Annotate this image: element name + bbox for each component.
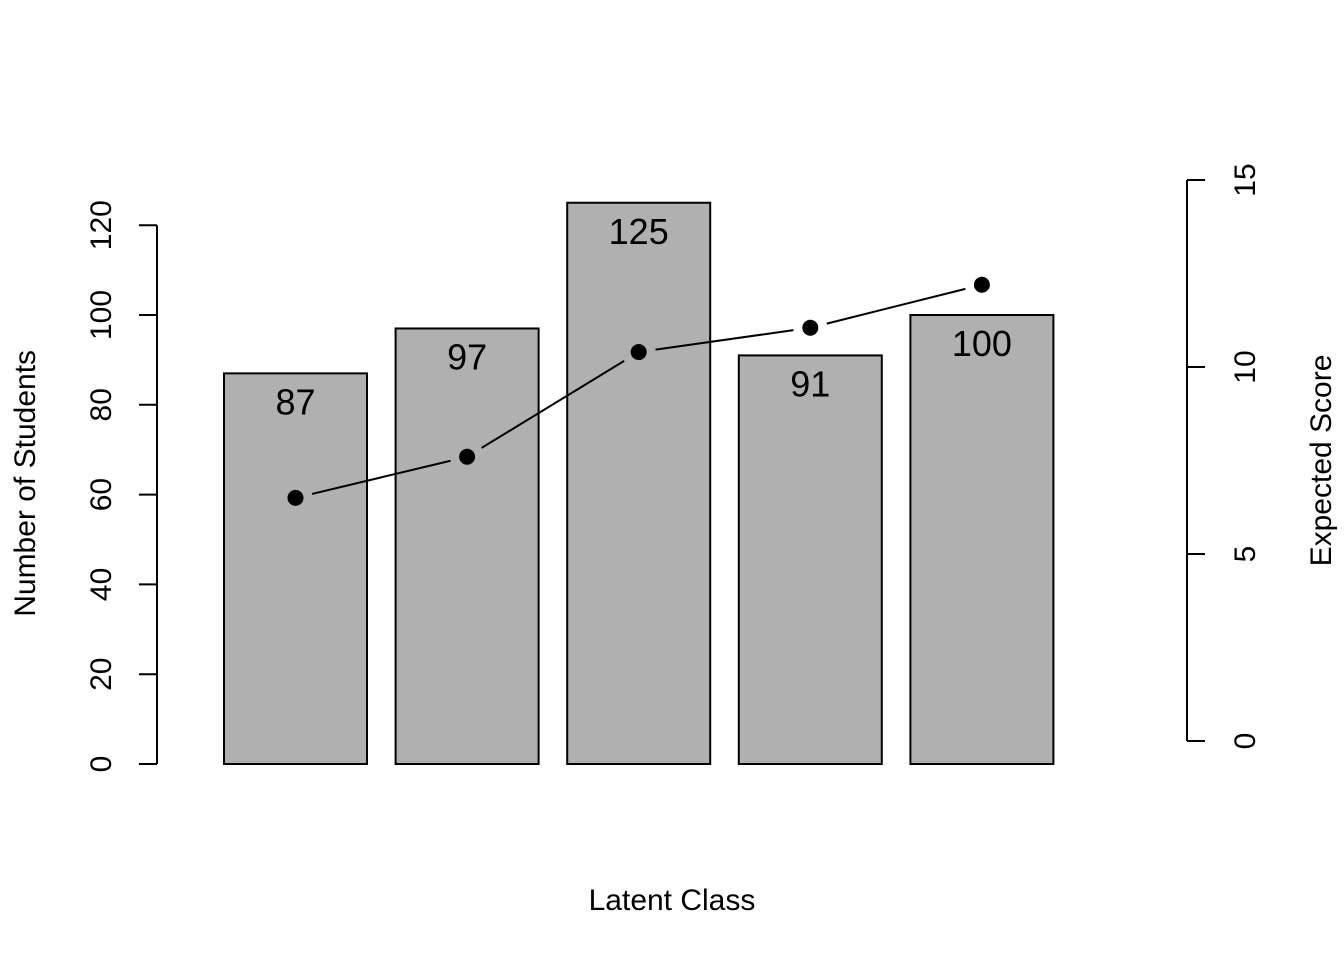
- bars-layer: [223, 201, 1055, 765]
- y-axis-title: Number of Students: [9, 350, 42, 617]
- bar: [394, 327, 540, 765]
- line-segment: [655, 329, 794, 351]
- bar-value-label: 100: [952, 323, 1012, 364]
- left-axis-tick-label: 40: [85, 568, 118, 601]
- bar-value-label: 91: [790, 363, 830, 404]
- bar: [909, 314, 1055, 765]
- left-axis-tick-label: 100: [85, 290, 118, 340]
- bar-value-label: 87: [275, 381, 315, 422]
- right-axis-tick-label: 5: [1229, 546, 1262, 563]
- line-point: [459, 448, 476, 465]
- right-axis-tick-label: 0: [1229, 733, 1262, 750]
- line-segment: [481, 360, 625, 449]
- left-axis-tick-label: 0: [85, 756, 118, 773]
- bar-labels-layer: 87 97 125 91 100: [275, 211, 1011, 423]
- line-point: [973, 276, 990, 293]
- left-axis-tick-label: 20: [85, 658, 118, 691]
- line-point: [802, 319, 819, 336]
- line-point: [630, 344, 647, 361]
- line-point: [287, 489, 304, 506]
- right-axis-tick-label: 15: [1229, 163, 1262, 196]
- line-layer: [287, 276, 990, 506]
- line-segment: [311, 459, 451, 495]
- bar: [737, 354, 883, 765]
- bar: [566, 201, 712, 765]
- left-axis-tick-label: 60: [85, 478, 118, 511]
- bar: [223, 372, 368, 765]
- left-y-axis: 0 20 40 60 80 100 120: [85, 200, 158, 773]
- y2-axis-title: Expected Score: [1305, 355, 1338, 567]
- bar-value-label: 97: [447, 336, 487, 377]
- left-axis-tick-label: 120: [85, 200, 118, 250]
- line-segment: [826, 287, 966, 325]
- right-y-axis: 0 5 10 15: [1186, 163, 1262, 750]
- left-axis-tick-label: 80: [85, 388, 118, 421]
- x-axis-title: Latent Class: [589, 884, 756, 917]
- bar-value-label: 125: [609, 211, 669, 252]
- right-axis-tick-label: 10: [1229, 350, 1262, 383]
